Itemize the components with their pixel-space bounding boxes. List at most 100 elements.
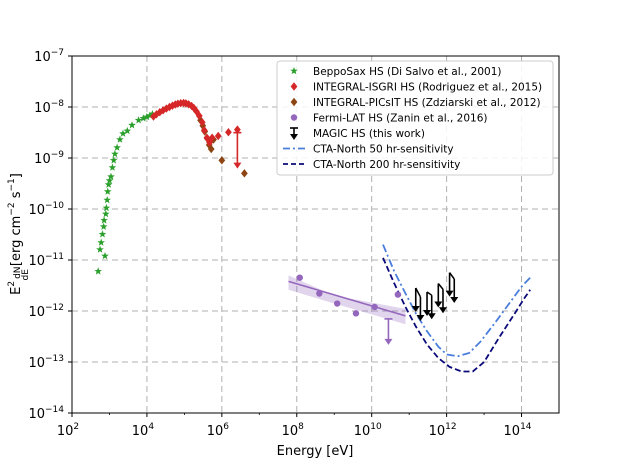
isgri-upper-limit [233,131,242,169]
x-tick-label: 1010 [354,422,382,439]
bepposax-point [108,163,117,171]
fermi-point [333,300,341,307]
bepposax-point [102,209,110,218]
bepposax-point [97,238,105,246]
x-tick-label: 106 [207,422,230,439]
y-axis-label: E2 dNdE [erg cm−2 s−1] [7,173,31,295]
ticks-layer: 102 104 106 108 1010 1012 1014 10−14 10−13 10−12 1… [28,48,531,439]
bepposax-point [98,230,107,238]
legend-label: INTEGRAL-PICsIT HS (Zdziarski et al., 20… [313,97,541,109]
legend-label: CTA-North 50 hr-sensitivity [313,144,454,156]
bepposax-point [96,245,104,253]
legend-star-icon [290,67,298,75]
y-tick-label: 10−10 [28,201,64,218]
bepposax-point [119,129,127,137]
bepposax-point [103,187,112,195]
legend-label: BeppoSax HS (Di Salvo et al., 2001) [313,66,502,78]
bepposax-point [99,222,108,230]
isgri-point [182,99,190,108]
bepposax-point [113,143,121,151]
fermi-upper-limit [384,318,393,345]
isgri-point [208,133,216,142]
fermi-point [394,291,402,298]
magic-upper-limit [423,291,436,320]
fermi-point [316,290,323,297]
isgri-point [150,112,157,121]
bepposax-point [146,111,154,119]
bepposax-point [102,203,111,212]
y-tick-label: 10−11 [28,252,64,269]
isgri-point [214,131,222,141]
bepposax-point [101,252,109,260]
y-label-close: ] [9,173,24,178]
bepposax-point [143,112,151,121]
cta-200hr-curve [382,257,531,373]
picsit-point [241,169,248,178]
magic-ul-arrow [445,272,454,297]
plot-frame [71,55,560,414]
y-label-frac-den: dE [21,269,31,281]
bepposax-point [109,156,118,164]
legend-label: Fermi-LAT HS (Zanin et al., 2016) [313,113,488,125]
bepposax-point [148,110,157,118]
y-tick-label: 10−9 [34,150,64,167]
isgri-point [203,133,211,142]
bepposax-point [128,121,136,129]
bepposax-point [94,267,102,275]
y-label-exp1: −2 [7,202,17,215]
isgri-point [200,126,208,135]
y-tick-label: 10−12 [28,303,64,320]
y-label-e: E [9,287,24,295]
y-label-e-sup: 2 [7,281,17,287]
isgri-point [195,111,203,121]
fermi-point [296,274,303,281]
bepposax-point [123,126,132,135]
bepposax-point [116,135,124,143]
bepposax-point [100,216,108,224]
magic-ul-arrow [416,296,425,321]
y-label-exp2: −1 [7,178,17,191]
magic-ul-arrow [411,287,420,312]
y-tick-label: 10−13 [28,354,64,371]
y-label-units: [erg cm [9,216,24,266]
legend: BeppoSax HS (Di Salvo et al., 2001) INTEG… [276,60,554,176]
y-tick-label: 10−8 [34,99,64,116]
isgri-point [198,118,206,127]
legend-diamond-icon [290,82,298,91]
legend-label: CTA-North 200 hr-sensitivity [313,159,460,171]
lines-layer [382,244,531,373]
fermi-point [371,303,378,311]
x-tick-label: 104 [132,422,155,439]
y-label-s: s [9,191,24,202]
y-tick-label: 10−7 [34,48,64,65]
picsit-point [207,144,215,154]
y-tick-label: 10−14 [28,405,64,422]
magic-ul-arrow [438,289,447,314]
magic-upper-limit [445,272,459,304]
magic-ul-arrow [427,295,436,320]
bepposax-point [104,180,113,188]
magic-upper-limit [434,283,447,314]
bepposax-point [134,116,143,124]
isgri-point [159,106,167,115]
fermi-band [288,275,406,325]
cta-50hr-curve [382,244,531,358]
legend-items: BeppoSax HS (Di Salvo et al., 2001) INTEG… [283,66,542,171]
x-tick-label: 1014 [504,422,532,439]
legend-diamond-icon [290,97,298,107]
legend-label: MAGIC HS (this work) [313,128,425,140]
isgri-point [234,125,241,134]
magic-ul-arrow [450,279,459,304]
magic-ul-arrow [423,292,432,317]
markers-layer [94,98,459,345]
fermi-fit-line [288,280,406,317]
legend-box [276,60,554,176]
magic-upper-limit [411,287,425,321]
fermi-band-layer [288,275,406,325]
x-tick-label: 108 [282,422,305,439]
x-tick-label: 1012 [429,422,457,439]
legend-circle-icon [290,114,298,121]
picsit-point [218,156,226,165]
